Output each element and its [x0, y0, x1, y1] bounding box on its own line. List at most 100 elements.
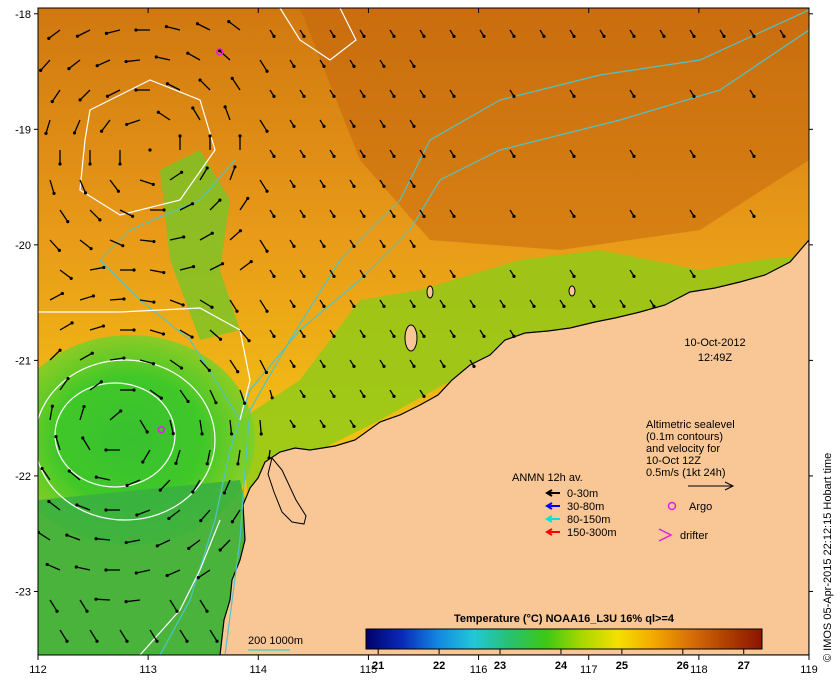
velocity-arrow-head: [412, 184, 416, 188]
velocity-arrow: [179, 629, 188, 642]
velocity-arrow-head: [362, 154, 366, 158]
velocity-arrow-head: [233, 165, 237, 169]
velocity-arrow: [169, 359, 182, 369]
velocity-arrow: [179, 329, 193, 338]
velocity-arrow-head: [632, 34, 636, 39]
velocity-arrow-head: [100, 129, 104, 133]
velocity-arrow-head: [236, 462, 240, 466]
velocity-arrow: [106, 29, 121, 35]
drifter-legend-label: drifter: [680, 530, 708, 542]
velocity-arrow-head: [512, 34, 516, 39]
velocity-arrow: [156, 56, 171, 61]
velocity-arrow: [139, 419, 148, 433]
isobath-west: [99, 159, 241, 421]
velocity-arrow-head: [195, 22, 200, 26]
velocity-arrow-head: [272, 34, 276, 39]
velocity-arrow: [199, 419, 203, 434]
velocity-arrow-head: [215, 639, 219, 643]
velocity-arrow-head: [91, 294, 95, 298]
mooring-legend-arrowhead: [545, 489, 553, 497]
velocity-arrow-head: [230, 76, 234, 80]
velocity-arrow-head: [145, 430, 149, 434]
velocity-arrow: [45, 119, 51, 134]
velocity-arrow-head: [332, 334, 336, 338]
velocity-arrow-head: [302, 94, 306, 98]
south-cool-water: [38, 480, 260, 655]
velocity-arrow-head: [422, 394, 426, 398]
velocity-arrow-head: [782, 34, 786, 39]
isobath-legend-label: 200 1000m: [248, 635, 303, 647]
velocity-arrow-head: [196, 576, 200, 580]
velocity-arrow-head: [332, 94, 336, 98]
velocity-arrow-head: [104, 31, 109, 35]
warm-sst-patch: [300, 8, 809, 250]
velocity-arrow-head: [135, 513, 139, 517]
velocity-arrow: [55, 436, 61, 451]
velocity-arrow: [168, 509, 181, 520]
argo-float-markers: [157, 48, 224, 434]
velocity-arrow: [192, 479, 201, 493]
velocity-arrow: [109, 239, 124, 247]
velocity-arrow-head: [512, 274, 516, 278]
velocity-arrow-head: [75, 503, 79, 507]
velocity-arrow: [209, 199, 221, 211]
velocity-arrow: [219, 50, 231, 61]
velocity-arrow-head: [182, 235, 186, 239]
argo-legend-label: Argo: [689, 501, 712, 513]
peninsula: [267, 456, 307, 525]
velocity-arrow-head: [223, 105, 227, 109]
velocity-arrow-head: [159, 396, 163, 400]
velocity-arrow: [89, 325, 104, 331]
velocity-arrow: [107, 89, 121, 97]
velocity-arrow-head: [382, 124, 386, 128]
velocity-arrow-head: [442, 304, 446, 308]
velocity-arrow-head: [222, 491, 227, 495]
velocity-arrow: [109, 298, 125, 301]
velocity-arrow-head: [230, 520, 234, 524]
altimetry-line: (0.1m contours): [646, 431, 723, 443]
velocity-arrow-head: [452, 154, 456, 158]
islet: [568, 285, 576, 297]
velocity-arrow-head: [99, 380, 103, 384]
velocity-arrow-head: [452, 34, 456, 39]
velocity-arrow-head: [125, 122, 129, 127]
x-tick-label: 114: [250, 664, 268, 676]
velocity-arrow-head: [218, 337, 223, 341]
velocity-arrow-head: [104, 448, 108, 452]
velocity-arrow: [209, 263, 223, 271]
velocity-arrow-head: [272, 154, 276, 158]
velocity-arrow: [95, 598, 111, 601]
velocity-arrow-head: [105, 94, 110, 98]
velocity-arrow-head: [178, 134, 182, 138]
velocity-arrow-head: [235, 309, 239, 313]
velocity-arrow-head: [165, 573, 169, 578]
velocity-arrow: [229, 230, 241, 241]
velocity-arrow-head: [572, 214, 576, 218]
velocity-arrow: [166, 569, 181, 577]
y-tick-label: -19: [15, 124, 31, 136]
velocity-arrow-head: [332, 154, 336, 158]
credit-stamp: © IMOS 05-Apr-2015 22:12:15 Hobart time: [822, 452, 834, 662]
velocity-arrow-head: [190, 335, 194, 339]
velocity-arrow-head: [412, 124, 416, 128]
velocity-arrow-head: [50, 404, 54, 408]
velocity-arrow-head: [57, 248, 61, 253]
velocity-arrow-head: [362, 34, 366, 39]
velocity-arrow-head: [482, 34, 486, 39]
velocity-arrow: [224, 106, 231, 121]
velocity-arrow-head: [362, 274, 366, 278]
velocity-arrow-head: [66, 220, 70, 224]
mooring-legend-arrowhead: [545, 528, 553, 536]
velocity-arrow-head: [572, 154, 576, 158]
velocity-arrow: [200, 509, 211, 522]
velocity-arrow: [101, 119, 111, 132]
y-tick-label: -20: [15, 240, 31, 252]
velocity-arrow-head: [692, 94, 696, 98]
velocity-arrow-head: [134, 88, 138, 92]
velocity-arrow-head: [602, 34, 606, 39]
velocity-arrow-head: [272, 214, 276, 218]
velocity-arrow-head: [270, 396, 274, 400]
island: [404, 324, 418, 352]
velocity-arrow-head: [382, 364, 386, 368]
